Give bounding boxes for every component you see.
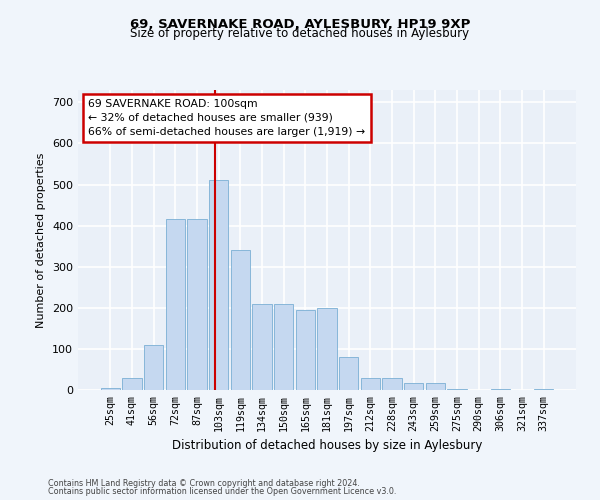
Bar	[122, 378, 142, 390]
Bar	[361, 378, 380, 390]
Text: 69 SAVERNAKE ROAD: 100sqm
← 32% of detached houses are smaller (939)
66% of semi: 69 SAVERNAKE ROAD: 100sqm ← 32% of detac…	[88, 99, 365, 137]
Bar	[187, 220, 207, 390]
Bar	[382, 378, 402, 390]
Bar	[230, 250, 250, 390]
Bar	[404, 382, 424, 390]
Bar	[296, 310, 315, 390]
Bar	[534, 389, 553, 390]
Bar	[274, 304, 293, 390]
Bar	[447, 389, 467, 390]
Bar	[166, 220, 185, 390]
Bar	[317, 308, 337, 390]
Text: Contains HM Land Registry data © Crown copyright and database right 2024.: Contains HM Land Registry data © Crown c…	[48, 478, 360, 488]
Text: Contains public sector information licensed under the Open Government Licence v3: Contains public sector information licen…	[48, 487, 397, 496]
Bar	[209, 180, 229, 390]
X-axis label: Distribution of detached houses by size in Aylesbury: Distribution of detached houses by size …	[172, 439, 482, 452]
Bar	[491, 389, 510, 390]
Bar	[425, 382, 445, 390]
Bar	[101, 388, 120, 390]
Text: Size of property relative to detached houses in Aylesbury: Size of property relative to detached ho…	[130, 28, 470, 40]
Bar	[144, 345, 163, 390]
Bar	[252, 304, 272, 390]
Bar	[339, 357, 358, 390]
Text: 69, SAVERNAKE ROAD, AYLESBURY, HP19 9XP: 69, SAVERNAKE ROAD, AYLESBURY, HP19 9XP	[130, 18, 470, 30]
Y-axis label: Number of detached properties: Number of detached properties	[37, 152, 46, 328]
